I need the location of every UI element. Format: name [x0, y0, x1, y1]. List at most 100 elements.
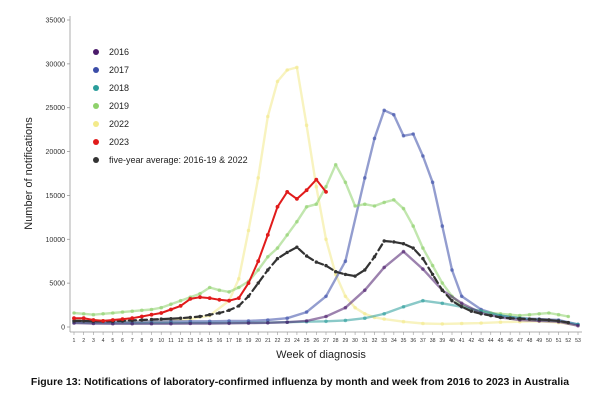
figure-caption: Figure 13: Notifications of laboratory-c…	[30, 376, 570, 388]
y-tick-label: 5000	[49, 281, 65, 288]
data-point	[139, 314, 144, 319]
legend-marker	[93, 157, 99, 163]
data-point	[149, 307, 154, 312]
data-point	[111, 311, 115, 315]
data-point	[237, 277, 241, 281]
data-point	[207, 296, 212, 300]
y-tick-label: 35000	[46, 18, 66, 25]
data-point	[72, 319, 76, 323]
data-point	[440, 281, 445, 285]
data-point	[130, 309, 134, 314]
data-point	[304, 310, 309, 314]
data-point	[72, 316, 76, 321]
legend-marker	[93, 85, 99, 91]
data-point	[518, 317, 522, 321]
data-point	[295, 197, 299, 201]
data-point	[401, 206, 406, 211]
data-point	[256, 268, 261, 272]
data-point	[450, 268, 454, 272]
data-point	[304, 188, 309, 193]
data-point	[169, 307, 173, 312]
data-point	[382, 108, 387, 113]
data-point	[217, 288, 222, 293]
data-point	[149, 321, 154, 326]
data-point	[198, 291, 202, 296]
data-point	[372, 204, 377, 208]
data-point	[421, 154, 425, 158]
x-tick-label: 50	[546, 338, 552, 344]
y-tick-label: 15000	[46, 193, 66, 200]
data-point	[304, 205, 309, 209]
legend-item-2022: 2022	[93, 119, 129, 129]
data-point	[217, 297, 222, 302]
x-tick-label: 30	[352, 338, 358, 344]
data-point	[440, 301, 445, 306]
data-point	[72, 311, 76, 315]
x-tick-label: 32	[372, 338, 378, 344]
x-axis-title: Week of diagnosis	[276, 349, 366, 361]
x-tick-label: 7	[131, 338, 134, 344]
x-tick-label: 39	[439, 338, 445, 344]
legend: 2016 2017 2018 2019 2022 2023 five-year averag…	[93, 47, 248, 165]
x-tick-label: 26	[313, 338, 319, 344]
data-point	[130, 316, 135, 321]
data-point	[333, 162, 338, 167]
x-tick-label: 12	[178, 338, 184, 344]
data-point	[401, 305, 406, 309]
x-tick-label: 15	[207, 338, 213, 344]
data-point	[130, 321, 134, 326]
data-point	[266, 318, 270, 322]
data-point	[314, 184, 319, 189]
data-point	[198, 314, 202, 319]
data-point	[207, 321, 212, 326]
data-point	[324, 294, 328, 299]
data-point	[314, 202, 319, 206]
data-point	[363, 176, 367, 180]
data-point	[459, 301, 464, 306]
data-point	[576, 323, 580, 328]
data-point	[120, 317, 125, 321]
data-point	[198, 295, 202, 300]
data-point	[285, 320, 290, 325]
x-tick-label: 40	[449, 338, 455, 344]
data-point	[140, 318, 144, 322]
data-point	[101, 319, 105, 323]
data-point	[498, 320, 503, 325]
data-point	[324, 190, 328, 194]
data-point	[304, 254, 309, 258]
data-point	[459, 321, 464, 326]
data-point	[275, 246, 280, 250]
figure-subcaption	[0, 391, 600, 400]
x-tick-label: 43	[478, 338, 484, 344]
x-tick-label: 27	[323, 338, 329, 344]
data-point	[324, 237, 328, 242]
data-point	[178, 304, 183, 308]
data-point	[527, 317, 532, 321]
data-point	[246, 228, 251, 233]
data-point	[537, 317, 541, 322]
data-point	[353, 305, 357, 310]
data-point	[208, 313, 212, 317]
data-point	[91, 318, 96, 322]
data-point	[372, 136, 377, 141]
data-point	[275, 79, 280, 84]
x-tick-label: 33	[381, 338, 387, 344]
data-point	[547, 311, 551, 315]
data-point	[421, 267, 425, 271]
data-point	[382, 312, 387, 316]
data-point	[159, 305, 163, 310]
x-tick-label: 2	[82, 338, 85, 344]
data-point	[537, 312, 541, 316]
legend-item-2019: 2019	[93, 101, 129, 111]
data-point	[285, 68, 290, 72]
data-point	[479, 312, 483, 316]
data-point	[256, 259, 261, 264]
data-point	[81, 316, 86, 321]
legend-marker	[93, 67, 99, 73]
x-tick-label: 49	[536, 338, 542, 344]
data-point	[343, 272, 348, 277]
data-point	[285, 316, 290, 321]
legend-item-five-year-average-2016-19-2022: five-year average: 2016-19 & 2022	[93, 155, 248, 165]
x-tick-label: 16	[216, 338, 222, 344]
x-tick-label: 41	[459, 338, 465, 344]
